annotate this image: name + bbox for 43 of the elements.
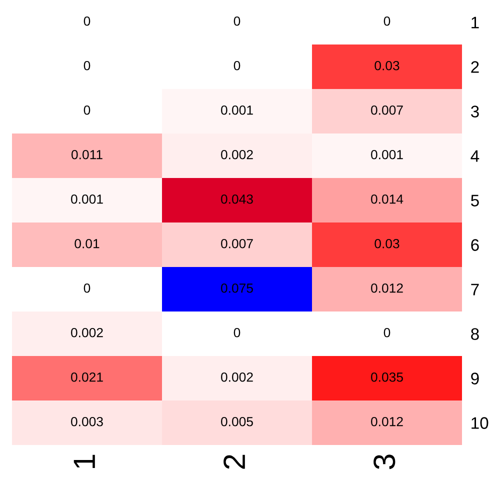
data-label: 0: [84, 283, 90, 293]
data-label: 0.035: [371, 372, 403, 382]
y-tick-label: 9: [471, 372, 479, 384]
data-label: 0.075: [221, 283, 253, 293]
data-label: 0: [384, 16, 390, 26]
data-label: 0.005: [221, 416, 253, 426]
data-label: 0.001: [371, 150, 403, 160]
y-tick-label: 5: [471, 194, 479, 206]
x-tick-label: 1: [74, 454, 95, 468]
y-tick-label: 1: [472, 16, 479, 28]
data-label: 0.003: [71, 416, 103, 426]
x-tick-label: 2: [224, 454, 245, 469]
data-label: 0: [84, 60, 90, 70]
data-label: 0: [234, 16, 240, 26]
data-label: 0.021: [71, 372, 103, 382]
data-label: 0.03: [374, 238, 400, 248]
data-label: 0.002: [221, 150, 253, 160]
y-tick-label: 8: [471, 328, 479, 340]
data-label: 0: [234, 60, 240, 70]
data-label: 0.012: [371, 283, 403, 293]
x-tick-label: 3: [374, 454, 396, 470]
data-label: 0.012: [371, 416, 403, 426]
y-tick-label: 4: [470, 150, 480, 162]
data-label: 0.001: [221, 105, 253, 115]
data-label: 0.043: [221, 194, 253, 204]
data-label: 0: [84, 16, 90, 26]
data-label: 0.007: [221, 238, 253, 248]
y-tick-label: 6: [471, 239, 479, 251]
data-label: 0: [84, 105, 90, 115]
y-tick-label: 3: [470, 106, 479, 118]
data-label: 0.002: [71, 328, 103, 338]
data-label: 0: [234, 328, 240, 338]
y-tick-label: 7: [471, 284, 479, 296]
data-label: 0.03: [374, 60, 400, 70]
data-label: 0.007: [371, 105, 403, 115]
data-label: 0.002: [221, 372, 253, 382]
data-label: 0.001: [71, 194, 103, 204]
y-tick-label: 2: [471, 61, 479, 73]
data-label: 0: [384, 328, 390, 338]
data-label: 0.014: [371, 194, 404, 204]
data-label: 0.01: [74, 238, 100, 248]
y-tick-label: 10: [472, 417, 488, 429]
data-label: 0.011: [71, 150, 102, 160]
